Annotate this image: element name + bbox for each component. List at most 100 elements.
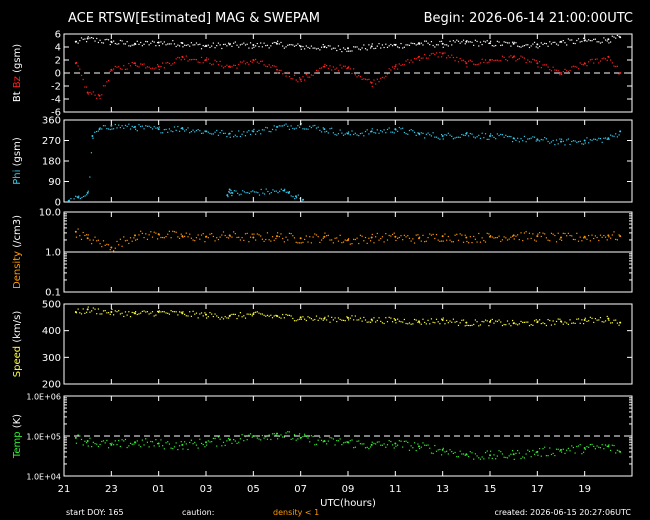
- data-point-phi: [292, 195, 294, 198]
- data-point-phi: [515, 139, 517, 141]
- anchor-point-speed: [205, 313, 207, 316]
- xtick-label: 15: [484, 484, 497, 495]
- data-point-temp: [124, 438, 127, 441]
- data-point-speed: [344, 320, 346, 322]
- data-point-bz: [528, 61, 531, 63]
- data-point-bz: [113, 68, 115, 70]
- data-point-speed: [227, 317, 230, 319]
- data-point-bz: [320, 67, 323, 69]
- anchor-point-bz: [228, 65, 231, 68]
- data-point-temp: [185, 443, 187, 445]
- data-point-density: [304, 238, 306, 241]
- data-point-speed: [241, 316, 243, 318]
- data-point-phi: [532, 136, 534, 138]
- data-point-bz: [417, 57, 419, 59]
- data-point-density: [288, 232, 291, 234]
- anchor-point-bz: [86, 91, 89, 94]
- data-point-speed: [283, 317, 285, 319]
- data-point-density: [75, 236, 78, 238]
- data-point-bz: [398, 63, 400, 65]
- anchor-point-density: [418, 237, 420, 240]
- data-point-temp: [518, 452, 520, 454]
- data-point-bz: [227, 66, 230, 68]
- data-point-speed: [397, 318, 399, 320]
- anchor-point-bz: [134, 42, 136, 45]
- data-point-speed: [517, 324, 519, 326]
- data-point-speed: [368, 321, 370, 323]
- data-point-temp: [469, 451, 471, 453]
- data-point-bz: [363, 44, 365, 46]
- data-point-temp: [561, 451, 563, 453]
- data-point-temp: [606, 445, 608, 447]
- data-point-bz: [133, 44, 135, 46]
- data-point-bz: [153, 68, 155, 70]
- data-point-density: [290, 232, 292, 235]
- data-point-density: [346, 240, 348, 242]
- data-point-temp: [278, 435, 280, 438]
- data-point-bz: [260, 60, 262, 62]
- data-point-phi: [610, 134, 612, 136]
- data-point-temp: [341, 444, 343, 446]
- data-point-temp: [598, 446, 600, 448]
- data-point-density: [610, 237, 612, 239]
- data-point-density: [364, 236, 367, 239]
- data-point-temp: [192, 443, 194, 445]
- data-point-phi: [525, 141, 527, 143]
- anchor-point-phi: [441, 134, 444, 137]
- data-point-temp: [233, 438, 235, 441]
- data-point-temp: [358, 440, 360, 442]
- data-point-bz: [408, 62, 411, 64]
- anchor-point-temp: [418, 445, 420, 448]
- data-point-density: [260, 235, 262, 237]
- data-point-bz: [376, 78, 378, 80]
- data-point-phi: [219, 132, 221, 134]
- ytick-label-phi: 360: [42, 116, 61, 127]
- data-point-phi: [385, 132, 387, 134]
- data-point-temp: [566, 449, 568, 451]
- xtick-label: 21: [58, 484, 71, 495]
- data-point-phi: [368, 133, 370, 135]
- data-point-speed: [348, 319, 350, 321]
- data-point-temp: [162, 445, 164, 447]
- data-point-temp: [209, 441, 211, 443]
- data-point-temp: [478, 457, 480, 459]
- data-point-bz: [358, 48, 360, 50]
- data-point-phi: [589, 139, 591, 141]
- data-point-bz: [302, 45, 304, 48]
- data-point-bz: [582, 64, 585, 66]
- data-point-bz: [178, 57, 181, 59]
- data-point-phi: [571, 140, 573, 143]
- data-point-temp: [266, 438, 269, 440]
- data-point-bz: [346, 67, 348, 70]
- data-point-speed: [216, 315, 218, 317]
- anchor-point-speed: [86, 308, 89, 311]
- data-point-bz: [118, 43, 120, 45]
- anchor-point-density: [607, 234, 610, 237]
- anchor-point-speed: [536, 321, 539, 324]
- data-point-bz: [354, 46, 356, 48]
- data-point-bz: [439, 52, 441, 54]
- anchor-point-temp: [465, 453, 468, 456]
- data-point-density: [515, 235, 517, 237]
- data-point-speed: [162, 311, 164, 313]
- data-point-speed: [217, 316, 220, 319]
- data-point-bz: [437, 44, 439, 46]
- data-point-density: [596, 236, 598, 239]
- data-point-bz: [111, 70, 113, 72]
- data-point-bz: [126, 68, 128, 70]
- data-point-phi: [126, 125, 128, 128]
- data-point-phi: [172, 131, 174, 133]
- data-point-density: [435, 234, 438, 236]
- anchor-point-bz: [607, 38, 610, 41]
- data-point-bz: [498, 60, 500, 62]
- data-point-temp: [484, 452, 487, 454]
- data-point-bz: [402, 47, 404, 49]
- data-point-density: [317, 236, 319, 238]
- data-point-bz: [217, 64, 220, 66]
- data-point-bz: [145, 40, 147, 43]
- data-point-phi: [280, 188, 282, 190]
- data-point-bz: [425, 57, 427, 59]
- data-point-bz: [295, 79, 297, 81]
- data-point-speed: [366, 321, 368, 323]
